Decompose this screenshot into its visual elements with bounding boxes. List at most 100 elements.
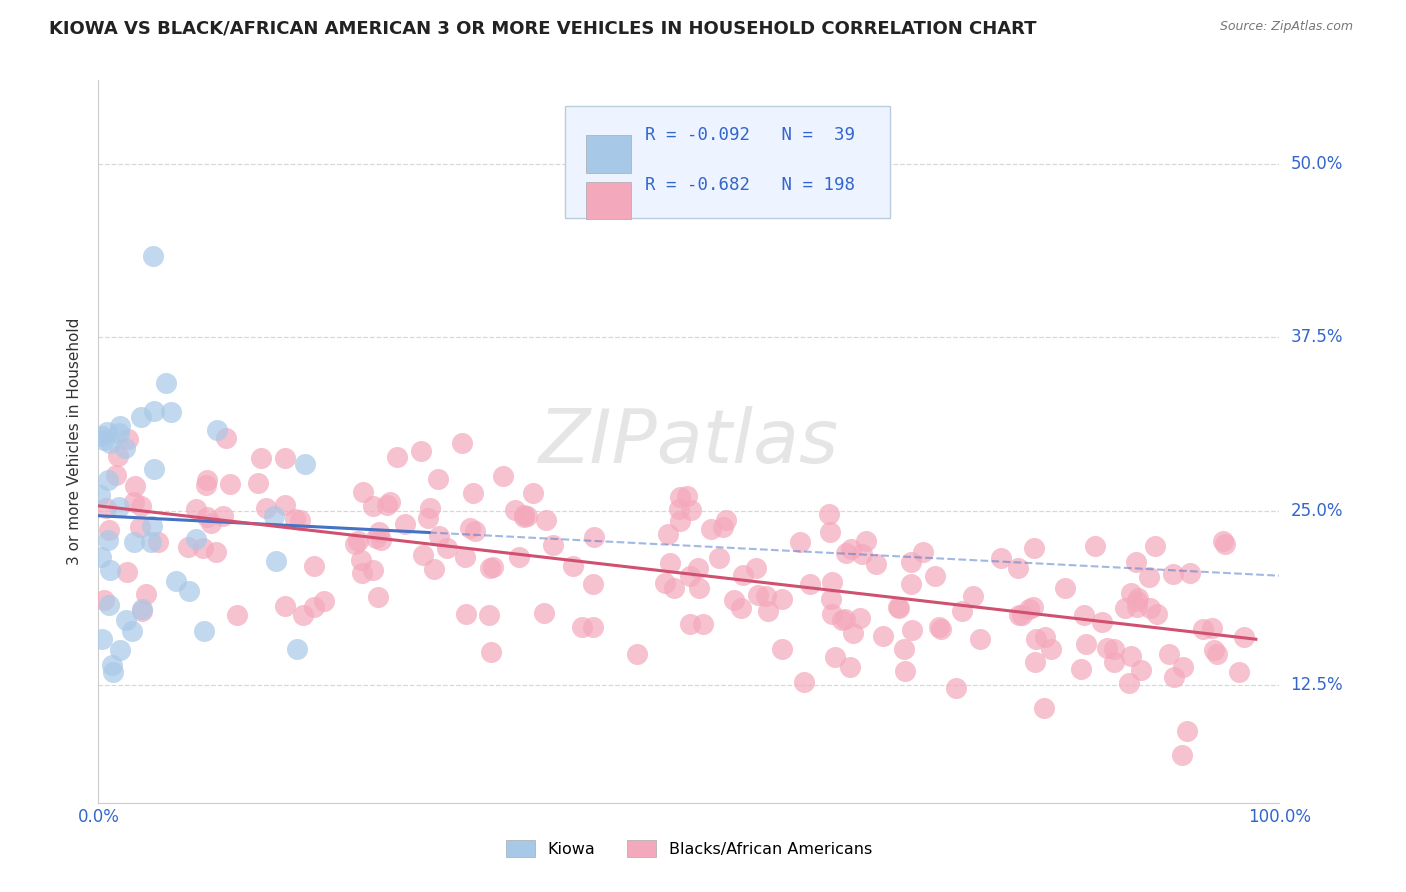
Point (108, 418, 131, 433)
Point (352, 485, 374, 500)
Point (131, 604, 153, 618)
Point (184, 502, 207, 516)
Point (367, 590, 389, 604)
Point (254, 500, 277, 515)
Point (893, 642, 915, 657)
Point (707, 551, 730, 566)
Point (378, 494, 401, 508)
Point (688, 581, 710, 595)
Point (928, 619, 950, 633)
Point (284, 511, 307, 525)
Point (1084, 540, 1107, 554)
Point (412, 548, 434, 562)
Text: R = -0.092   N =  39: R = -0.092 N = 39 (645, 127, 855, 145)
Point (105, 467, 128, 482)
Point (93, 593, 115, 607)
Point (990, 551, 1012, 566)
Point (456, 607, 478, 621)
Point (290, 513, 312, 527)
Point (100, 563, 122, 577)
Point (131, 601, 153, 615)
Point (755, 589, 778, 603)
Point (274, 498, 297, 512)
Point (745, 561, 768, 575)
Point (582, 577, 605, 591)
Point (122, 495, 145, 509)
Text: R = -0.682   N = 198: R = -0.682 N = 198 (645, 176, 855, 194)
Point (1011, 608, 1033, 623)
Point (730, 601, 752, 615)
Point (115, 565, 138, 579)
FancyBboxPatch shape (586, 136, 631, 173)
Point (1039, 641, 1062, 656)
Point (117, 432, 139, 446)
Point (427, 529, 450, 543)
Point (91, 632, 114, 647)
Point (294, 458, 316, 472)
Point (364, 531, 387, 545)
Point (901, 624, 924, 638)
Point (688, 561, 710, 575)
Point (681, 503, 703, 517)
Point (911, 545, 934, 559)
Point (98, 598, 121, 612)
Point (226, 608, 249, 623)
Point (375, 498, 398, 512)
Point (1008, 607, 1031, 622)
Text: ZIPatlas: ZIPatlas (538, 406, 839, 477)
Point (124, 535, 146, 549)
Point (458, 521, 481, 535)
Point (370, 533, 392, 547)
Point (184, 533, 207, 547)
Point (669, 514, 692, 528)
Point (654, 575, 676, 590)
Point (848, 611, 870, 625)
Point (1033, 700, 1056, 714)
Point (821, 575, 844, 590)
Point (723, 593, 745, 607)
Point (770, 641, 793, 656)
Point (1070, 662, 1092, 676)
Point (205, 423, 228, 437)
Point (96, 425, 118, 439)
Point (96, 501, 118, 516)
Point (513, 509, 536, 524)
Point (533, 606, 555, 620)
Point (1157, 647, 1180, 661)
Point (142, 404, 165, 418)
Point (657, 526, 679, 541)
Point (129, 499, 152, 513)
Point (363, 563, 385, 577)
Point (789, 535, 811, 549)
Point (195, 473, 218, 487)
Point (1206, 647, 1229, 661)
Point (478, 561, 501, 575)
Point (193, 624, 215, 639)
Text: 12.5%: 12.5% (1291, 676, 1343, 694)
Point (1163, 670, 1185, 684)
Point (195, 478, 218, 492)
Point (716, 513, 738, 527)
Point (246, 476, 269, 491)
Point (479, 644, 502, 658)
Point (839, 541, 862, 556)
Point (367, 525, 389, 540)
Point (820, 592, 842, 607)
Point (215, 431, 238, 445)
Point (416, 511, 439, 525)
Point (314, 594, 336, 608)
Point (571, 619, 593, 633)
Point (191, 541, 214, 556)
Point (793, 675, 815, 690)
Point (1139, 600, 1161, 615)
Point (394, 516, 416, 531)
Point (969, 632, 991, 646)
Point (1119, 649, 1142, 664)
Point (851, 547, 873, 561)
Point (1202, 643, 1225, 657)
Point (347, 534, 370, 549)
Point (304, 559, 326, 574)
Point (1178, 566, 1201, 581)
Point (962, 590, 984, 604)
Point (662, 582, 685, 596)
